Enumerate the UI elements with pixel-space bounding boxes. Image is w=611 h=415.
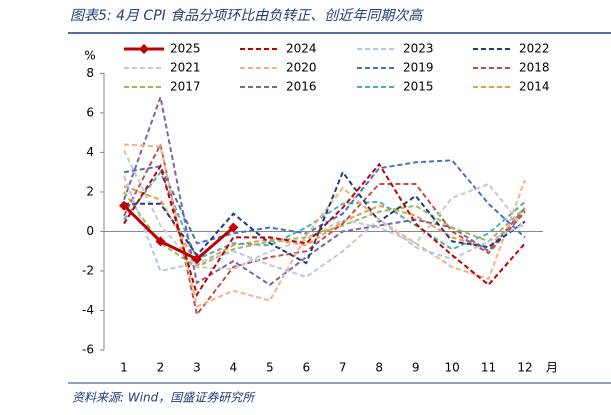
y-tick-label: -4 bbox=[82, 303, 94, 317]
chart-title: 图表5: 4月 CPI 食品分项环比由负转正、创近年同期次高 bbox=[70, 8, 424, 24]
x-tick-label: 4 bbox=[230, 361, 238, 375]
y-tick-label: 0 bbox=[86, 224, 94, 238]
x-tick-label: 1 bbox=[120, 361, 128, 375]
data-point bbox=[191, 254, 202, 265]
x-tick-label: 2 bbox=[157, 361, 165, 375]
source: 资料来源: Wind，国盛证券研究所 bbox=[72, 391, 256, 405]
series-line bbox=[123, 150, 526, 271]
x-tick-label: 5 bbox=[266, 361, 274, 375]
data-point bbox=[228, 222, 239, 233]
legend-label: 2022 bbox=[519, 42, 550, 56]
x-tick-label: 8 bbox=[375, 361, 383, 375]
x-tick-label: 7 bbox=[339, 361, 347, 375]
series-line bbox=[123, 159, 526, 245]
series-line bbox=[123, 143, 526, 308]
y-tick-label: 2 bbox=[86, 184, 94, 198]
series-line bbox=[124, 170, 526, 265]
series-line bbox=[123, 175, 526, 279]
x-tick-label: 9 bbox=[412, 361, 420, 375]
legend-label: 2015 bbox=[403, 80, 434, 94]
series-line bbox=[123, 185, 526, 267]
y-tick-label: -6 bbox=[82, 343, 94, 357]
series-line bbox=[123, 162, 526, 298]
y-axis-label: % bbox=[84, 49, 95, 63]
legend-label: 2023 bbox=[403, 42, 434, 56]
legend-label: 2020 bbox=[286, 61, 317, 75]
x-tick-label: 3 bbox=[193, 361, 201, 375]
data-point bbox=[155, 236, 166, 247]
series-line bbox=[123, 191, 526, 269]
series-line bbox=[123, 93, 526, 287]
legend-label: 2016 bbox=[286, 80, 317, 94]
x-tick-label: 12 bbox=[517, 361, 532, 375]
x-tick-label: 6 bbox=[302, 361, 310, 375]
x-tick-label: 10 bbox=[444, 361, 459, 375]
y-tick-label: 4 bbox=[86, 145, 94, 159]
y-tick-label: 6 bbox=[86, 105, 94, 119]
series-line bbox=[123, 141, 526, 317]
legend-label: 2018 bbox=[519, 61, 550, 75]
x-axis-label: 月 bbox=[546, 361, 558, 375]
legend-label: 2017 bbox=[170, 80, 201, 94]
y-tick-label: -2 bbox=[82, 263, 94, 277]
legend-marker bbox=[139, 44, 149, 54]
y-tick-label: 8 bbox=[86, 66, 94, 80]
x-tick-label: 11 bbox=[481, 361, 496, 375]
legend-label: 2021 bbox=[170, 61, 201, 75]
legend-label: 2019 bbox=[403, 61, 434, 75]
series-line bbox=[123, 170, 526, 261]
data-point bbox=[119, 200, 129, 211]
series-line bbox=[122, 204, 235, 261]
legend-label: 2014 bbox=[519, 80, 550, 94]
legend-label: 2025 bbox=[170, 42, 201, 56]
legend-label: 2024 bbox=[286, 42, 317, 56]
